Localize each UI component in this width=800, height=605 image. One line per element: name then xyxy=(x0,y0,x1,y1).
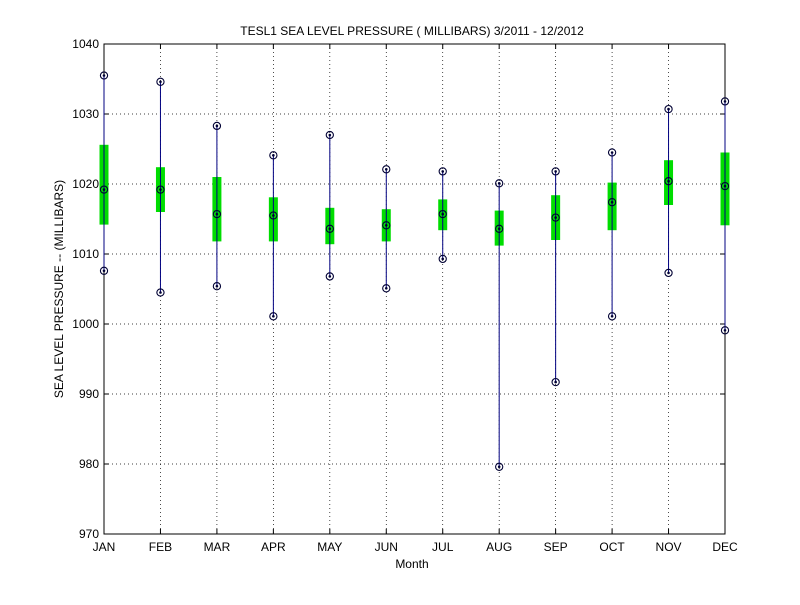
x-tick-label: DEC xyxy=(712,540,738,554)
max-marker xyxy=(269,151,278,160)
max-marker-dot xyxy=(667,107,670,111)
min-marker xyxy=(382,284,391,293)
median-marker-dot xyxy=(554,216,557,219)
y-axis-label: SEA LEVEL PRESSURE -- (MILLIBARS) xyxy=(52,180,66,398)
y-tick-label: 980 xyxy=(79,457,99,471)
median-marker xyxy=(325,224,334,233)
y-tick-label: 970 xyxy=(79,527,99,541)
y-tick-label: 1030 xyxy=(72,107,99,121)
x-tick-label: JAN xyxy=(93,540,116,554)
y-tick-label: 1040 xyxy=(72,37,99,51)
median-marker xyxy=(720,181,730,191)
median-marker xyxy=(99,185,109,194)
x-tick-label: NOV xyxy=(656,540,682,554)
min-marker-dot xyxy=(272,315,275,318)
max-marker-dot xyxy=(441,170,445,173)
median-marker-dot xyxy=(441,212,445,216)
median-marker xyxy=(438,209,447,219)
max-marker-dot xyxy=(723,100,727,103)
max-marker-dot xyxy=(102,74,106,77)
min-marker xyxy=(156,288,165,297)
median-marker-dot xyxy=(667,179,670,183)
median-marker xyxy=(212,209,222,219)
max-marker xyxy=(664,104,673,114)
median-marker-dot xyxy=(102,188,106,191)
max-marker-dot xyxy=(328,133,332,137)
max-marker xyxy=(99,71,109,80)
min-marker xyxy=(720,326,730,335)
min-marker-dot xyxy=(102,269,106,273)
y-tick-label: 1010 xyxy=(72,247,99,261)
x-tick-label: OCT xyxy=(599,540,625,554)
x-axis-label: Month xyxy=(395,557,428,571)
min-marker-dot xyxy=(497,465,501,469)
max-marker-dot xyxy=(159,80,162,84)
max-marker-dot xyxy=(384,168,388,171)
min-marker-dot xyxy=(723,329,727,332)
min-marker-dot xyxy=(610,315,614,318)
max-marker xyxy=(551,167,560,176)
min-marker xyxy=(607,312,617,321)
max-marker xyxy=(212,121,222,131)
min-marker xyxy=(99,266,109,275)
median-marker xyxy=(382,221,391,230)
min-marker-dot xyxy=(441,257,445,261)
max-marker xyxy=(438,167,447,176)
x-tick-label: APR xyxy=(261,540,286,554)
min-marker-dot xyxy=(159,291,162,294)
min-marker-dot xyxy=(667,271,670,275)
plot-area: 970 980 990 1000 1010 1020 1030 1040 JAN FEB MAR AP… xyxy=(72,37,738,554)
min-marker xyxy=(438,254,447,264)
y-tick-label: 1020 xyxy=(72,177,99,191)
x-tick-label: MAY xyxy=(317,540,342,554)
x-tick-label: JUN xyxy=(375,540,398,554)
min-marker xyxy=(664,268,673,278)
plot-background xyxy=(104,44,725,534)
min-marker xyxy=(495,462,504,471)
median-marker-dot xyxy=(272,214,275,217)
x-tick-label: FEB xyxy=(149,540,172,554)
median-marker-dot xyxy=(610,200,614,204)
chart-title: TESL1 SEA LEVEL PRESSURE ( MILLIBARS) 3/… xyxy=(240,24,584,38)
max-marker-dot xyxy=(497,182,501,185)
max-marker xyxy=(607,148,617,157)
median-marker xyxy=(156,185,165,194)
min-marker xyxy=(269,312,278,321)
max-marker xyxy=(495,179,504,188)
min-marker-dot xyxy=(384,287,388,290)
median-marker-dot xyxy=(328,227,332,231)
median-marker-dot xyxy=(723,184,727,188)
median-marker-dot xyxy=(384,224,388,227)
max-marker xyxy=(156,77,165,86)
median-marker-dot xyxy=(159,188,162,191)
x-tick-label: MAR xyxy=(204,540,231,554)
median-marker xyxy=(551,213,560,222)
max-marker-dot xyxy=(215,124,219,128)
median-marker xyxy=(607,198,617,207)
min-marker-dot xyxy=(328,275,332,278)
max-marker-dot xyxy=(610,151,614,154)
max-marker-dot xyxy=(272,154,275,157)
max-marker-dot xyxy=(554,170,557,173)
x-tick-label: AUG xyxy=(486,540,512,554)
median-marker-dot xyxy=(215,212,219,216)
median-marker xyxy=(664,177,673,186)
min-marker xyxy=(212,282,222,291)
median-marker xyxy=(269,211,278,220)
median-marker-dot xyxy=(497,227,501,231)
min-marker xyxy=(551,377,560,387)
max-marker xyxy=(325,130,334,140)
x-tick-label: SEP xyxy=(544,540,568,554)
min-marker xyxy=(325,272,334,281)
y-tick-label: 1000 xyxy=(72,317,99,331)
max-marker xyxy=(720,97,730,106)
min-marker-dot xyxy=(215,284,219,288)
y-tick-label: 990 xyxy=(79,387,99,401)
max-marker xyxy=(382,165,391,174)
median-marker xyxy=(495,224,504,233)
min-marker-dot xyxy=(554,380,557,384)
x-tick-label: JUL xyxy=(432,540,454,554)
